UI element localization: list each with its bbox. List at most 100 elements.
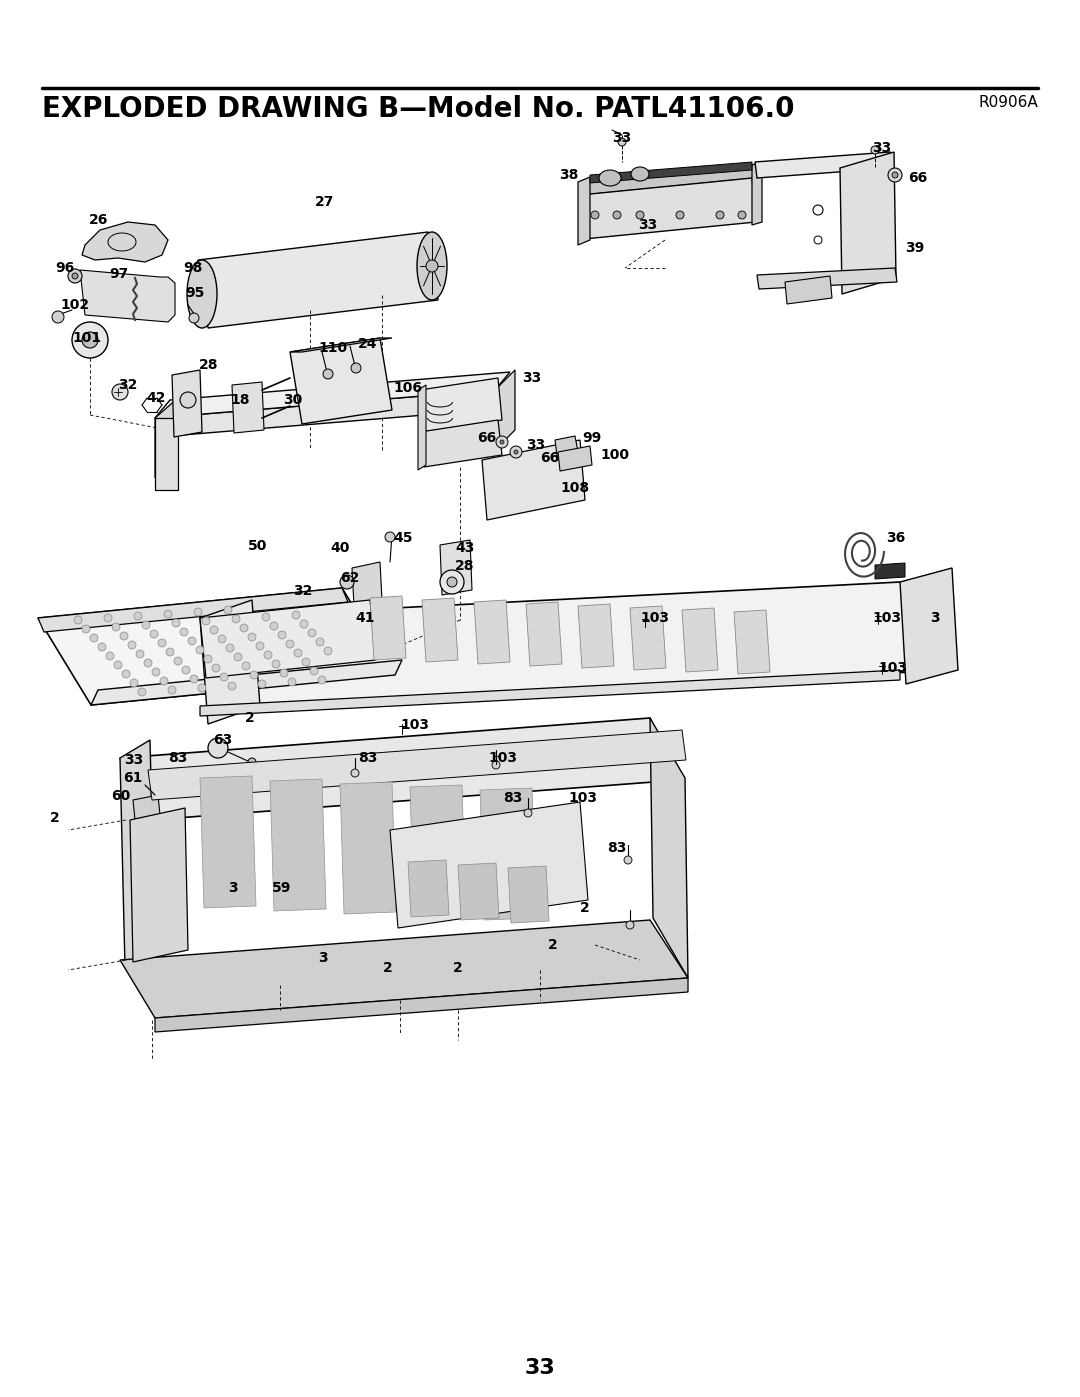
Circle shape xyxy=(248,633,256,641)
Circle shape xyxy=(112,384,129,400)
Circle shape xyxy=(351,363,361,373)
Polygon shape xyxy=(474,599,510,664)
Text: 83: 83 xyxy=(357,752,377,766)
Polygon shape xyxy=(200,599,260,724)
Text: 98: 98 xyxy=(183,261,202,275)
Polygon shape xyxy=(352,562,382,606)
Circle shape xyxy=(172,619,180,627)
Circle shape xyxy=(180,629,188,636)
Polygon shape xyxy=(900,569,958,685)
Polygon shape xyxy=(558,446,592,471)
Text: 83: 83 xyxy=(502,791,522,805)
Circle shape xyxy=(618,138,626,147)
Circle shape xyxy=(190,675,198,683)
Circle shape xyxy=(98,643,106,651)
Text: 50: 50 xyxy=(248,539,268,553)
Text: 28: 28 xyxy=(455,559,474,573)
Text: 28: 28 xyxy=(199,358,218,372)
Circle shape xyxy=(292,610,300,619)
Circle shape xyxy=(310,666,318,675)
Text: 39: 39 xyxy=(905,242,924,256)
Circle shape xyxy=(220,673,228,680)
Circle shape xyxy=(224,606,232,615)
Circle shape xyxy=(278,631,286,638)
Circle shape xyxy=(160,678,168,685)
Text: 95: 95 xyxy=(185,286,204,300)
Circle shape xyxy=(75,616,82,624)
Polygon shape xyxy=(578,604,615,668)
Polygon shape xyxy=(555,436,578,455)
Polygon shape xyxy=(80,270,175,321)
Polygon shape xyxy=(755,152,892,177)
Circle shape xyxy=(676,211,684,219)
Polygon shape xyxy=(590,162,752,183)
Circle shape xyxy=(514,450,518,454)
Text: 110: 110 xyxy=(318,341,347,355)
Polygon shape xyxy=(200,583,950,705)
Polygon shape xyxy=(482,440,585,520)
Polygon shape xyxy=(480,788,536,921)
Text: 2: 2 xyxy=(245,711,255,725)
Circle shape xyxy=(90,634,98,643)
Text: 106: 106 xyxy=(393,381,422,395)
Polygon shape xyxy=(526,602,562,666)
Circle shape xyxy=(114,661,122,669)
Text: 61: 61 xyxy=(123,771,143,785)
Text: 30: 30 xyxy=(283,393,302,407)
Text: 45: 45 xyxy=(393,531,413,545)
Text: 2: 2 xyxy=(453,961,462,975)
Text: 99: 99 xyxy=(582,432,602,446)
Text: 103: 103 xyxy=(640,610,669,624)
Circle shape xyxy=(318,676,326,685)
Polygon shape xyxy=(422,598,458,662)
Circle shape xyxy=(316,638,324,645)
Circle shape xyxy=(258,680,266,687)
Text: 103: 103 xyxy=(872,610,901,624)
Polygon shape xyxy=(681,608,718,672)
Polygon shape xyxy=(156,418,178,490)
Circle shape xyxy=(248,759,256,766)
Text: 102: 102 xyxy=(60,298,90,312)
Polygon shape xyxy=(840,152,896,293)
Circle shape xyxy=(130,679,138,687)
Polygon shape xyxy=(270,780,326,911)
Circle shape xyxy=(256,643,264,650)
Circle shape xyxy=(249,671,258,679)
Circle shape xyxy=(384,532,395,542)
Circle shape xyxy=(270,622,278,630)
Circle shape xyxy=(150,630,158,638)
Circle shape xyxy=(288,678,296,686)
Polygon shape xyxy=(198,232,438,328)
Circle shape xyxy=(180,393,195,408)
Circle shape xyxy=(626,921,634,929)
Text: 41: 41 xyxy=(355,610,375,624)
Circle shape xyxy=(892,172,897,177)
Polygon shape xyxy=(200,599,376,678)
Text: 33: 33 xyxy=(526,439,545,453)
Circle shape xyxy=(122,671,130,678)
Circle shape xyxy=(218,636,226,643)
Text: 33: 33 xyxy=(612,131,631,145)
Circle shape xyxy=(624,856,632,863)
Text: 66: 66 xyxy=(908,170,928,184)
Polygon shape xyxy=(156,390,510,436)
Polygon shape xyxy=(200,775,256,908)
Circle shape xyxy=(210,626,218,634)
Text: 101: 101 xyxy=(72,331,102,345)
Circle shape xyxy=(300,620,308,629)
Text: 24: 24 xyxy=(357,337,378,351)
Polygon shape xyxy=(418,386,426,469)
Circle shape xyxy=(242,662,249,671)
Text: 33: 33 xyxy=(638,218,658,232)
Text: 103: 103 xyxy=(400,718,429,732)
Polygon shape xyxy=(91,659,402,705)
Polygon shape xyxy=(172,370,202,437)
Circle shape xyxy=(72,321,108,358)
Polygon shape xyxy=(650,718,688,978)
Circle shape xyxy=(286,640,294,648)
Text: 63: 63 xyxy=(213,733,232,747)
Circle shape xyxy=(195,645,204,654)
Circle shape xyxy=(82,332,98,348)
Circle shape xyxy=(496,436,508,448)
Text: 38: 38 xyxy=(558,168,578,182)
